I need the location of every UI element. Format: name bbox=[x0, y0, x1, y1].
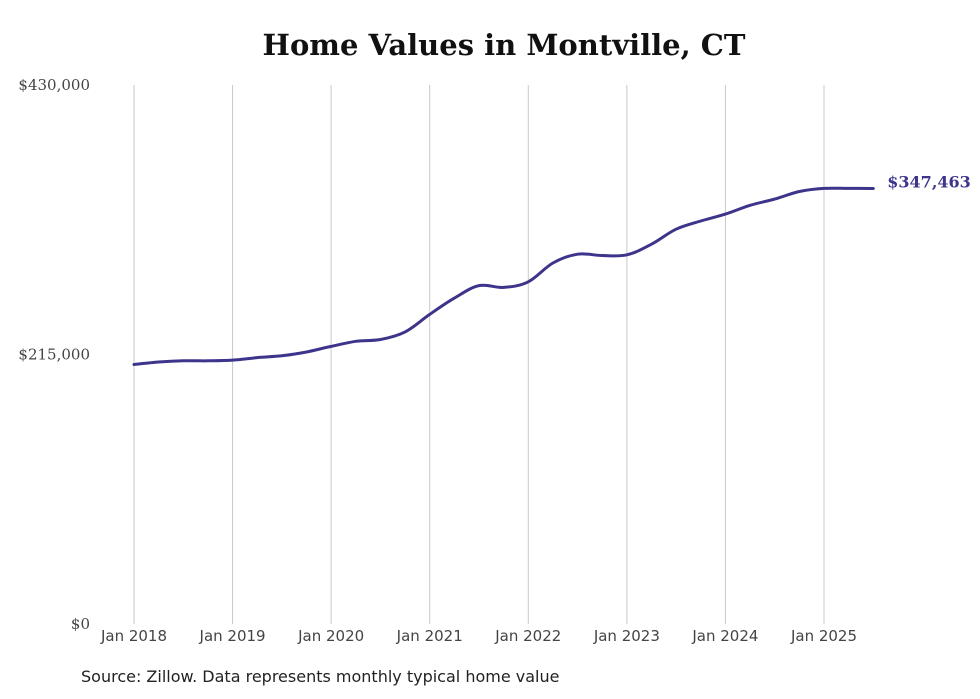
source-note: Source: Zillow. Data represents monthly … bbox=[81, 667, 560, 686]
x-tick-label: Jan 2022 bbox=[494, 627, 561, 645]
x-tick-label: Jan 2019 bbox=[199, 627, 266, 645]
y-tick-label: $0 bbox=[71, 615, 90, 633]
chart-title: Home Values in Montville, CT bbox=[262, 28, 746, 62]
end-value-label: $347,463 bbox=[887, 172, 971, 191]
x-tick-label: Jan 2025 bbox=[790, 627, 857, 645]
x-tick-label: Jan 2020 bbox=[297, 627, 364, 645]
x-tick-label: Jan 2024 bbox=[691, 627, 758, 645]
home-value-line bbox=[132, 186, 875, 366]
x-tick-label: Jan 2021 bbox=[396, 627, 463, 645]
x-tick-label: Jan 2018 bbox=[100, 627, 167, 645]
x-tick-label: Jan 2023 bbox=[593, 627, 660, 645]
y-tick-label: $215,000 bbox=[18, 346, 90, 364]
y-tick-label: $430,000 bbox=[18, 76, 90, 94]
